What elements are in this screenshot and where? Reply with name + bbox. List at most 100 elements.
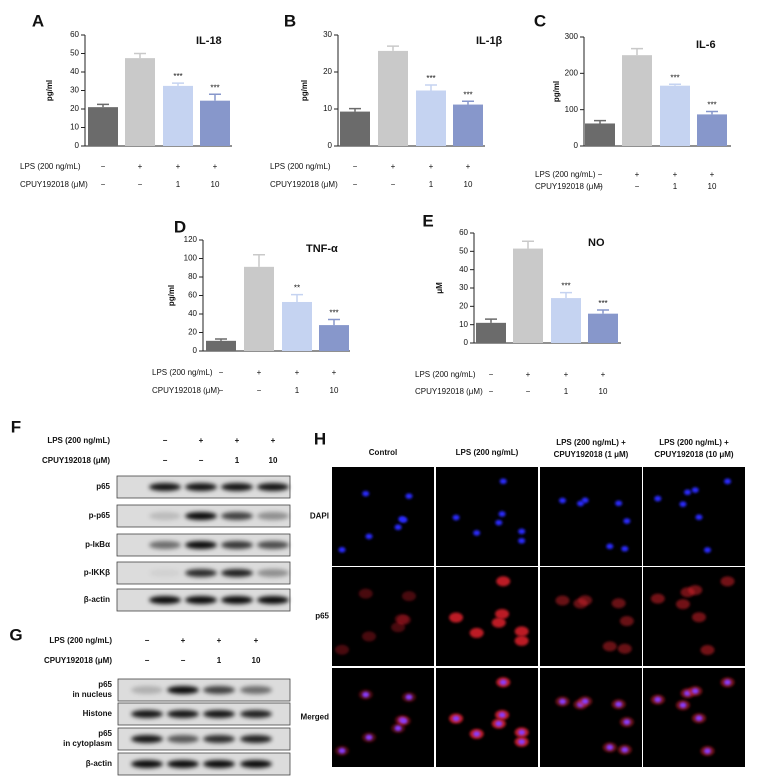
blot-band bbox=[257, 596, 289, 604]
treatment-value: − bbox=[219, 368, 224, 377]
nucleus bbox=[621, 545, 629, 552]
blot-band bbox=[185, 569, 217, 577]
nucleus bbox=[577, 500, 585, 507]
significance: *** bbox=[598, 299, 607, 308]
treatment-value: + bbox=[391, 162, 396, 171]
y-axis-label: pg/ml bbox=[167, 285, 176, 306]
y-axis-label: pg/ml bbox=[300, 80, 309, 101]
treatment-value: − bbox=[199, 456, 204, 465]
nucleus bbox=[623, 719, 631, 725]
error-bar bbox=[594, 119, 606, 124]
treatment-value: 10 bbox=[708, 182, 717, 191]
y-tick-label: 0 bbox=[75, 141, 80, 150]
row-label: p65 bbox=[315, 612, 329, 621]
nucleus bbox=[654, 495, 662, 502]
nucleus bbox=[606, 543, 614, 550]
treatment-value: + bbox=[235, 436, 240, 445]
blot-band bbox=[240, 686, 272, 694]
treatment-value: 1 bbox=[564, 387, 569, 396]
blot-band bbox=[149, 541, 181, 549]
treatment-label: LPS (200 ng/mL) bbox=[47, 436, 110, 445]
nucleus bbox=[623, 518, 631, 524]
y-tick-label: 60 bbox=[459, 228, 468, 237]
error-bar bbox=[669, 83, 681, 86]
blot-band bbox=[203, 735, 235, 743]
blot-band bbox=[167, 760, 199, 768]
bar bbox=[378, 50, 408, 146]
nucleus bbox=[691, 487, 699, 493]
panel-letter: F bbox=[11, 417, 21, 436]
nucleus bbox=[405, 694, 413, 700]
significance: *** bbox=[463, 90, 472, 99]
treatment-value: + bbox=[213, 162, 218, 171]
treatment-label: LPS (200 ng/mL) bbox=[49, 636, 112, 645]
panel-letter: H bbox=[314, 429, 326, 448]
treatment-value: − bbox=[353, 180, 358, 189]
significance: *** bbox=[210, 83, 219, 92]
treatment-label: CPUY192018 (μM) bbox=[415, 387, 483, 396]
blot-band bbox=[131, 710, 163, 718]
micrograph bbox=[332, 668, 434, 767]
blot-label: p65 bbox=[98, 729, 112, 738]
cytoplasm bbox=[700, 645, 715, 656]
treatment-value: − bbox=[181, 656, 186, 665]
nucleus bbox=[362, 691, 370, 698]
treatment-value: − bbox=[526, 387, 531, 396]
treatment-value: + bbox=[217, 636, 222, 645]
nucleus bbox=[473, 530, 481, 536]
blot-band bbox=[221, 569, 253, 577]
bar bbox=[660, 85, 690, 146]
treatment-value: + bbox=[181, 636, 186, 645]
nucleus bbox=[365, 533, 373, 540]
blot-label: p65 bbox=[96, 482, 110, 491]
micrograph bbox=[436, 467, 538, 566]
significance: *** bbox=[173, 72, 182, 81]
treatment-value: − bbox=[145, 656, 150, 665]
nucleus bbox=[695, 715, 703, 721]
blot-band bbox=[221, 541, 253, 549]
treatment-value: − bbox=[163, 436, 168, 445]
panel-letter: A bbox=[32, 11, 44, 30]
nucleus bbox=[691, 688, 699, 694]
blot-band bbox=[149, 569, 181, 577]
treatment-value: + bbox=[257, 368, 262, 377]
column-header: LPS (200 ng/mL) + bbox=[659, 438, 729, 447]
treatment-value: − bbox=[598, 182, 603, 191]
y-tick-label: 0 bbox=[464, 338, 469, 347]
nucleus bbox=[338, 747, 346, 754]
blot-label: p-IκBα bbox=[85, 540, 110, 549]
panel-letter: E bbox=[422, 211, 433, 230]
treatment-value: 10 bbox=[211, 180, 220, 189]
cytoplasm bbox=[514, 635, 529, 646]
blot-band bbox=[131, 760, 163, 768]
blot-band bbox=[257, 569, 289, 577]
treatment-value: 1 bbox=[235, 456, 240, 465]
treatment-value: − bbox=[101, 180, 106, 189]
significance: *** bbox=[670, 73, 679, 82]
significance: *** bbox=[707, 101, 716, 110]
cytoplasm bbox=[491, 617, 506, 628]
treatment-value: + bbox=[271, 436, 276, 445]
cytoplasm bbox=[449, 612, 464, 623]
y-tick-label: 0 bbox=[574, 141, 579, 150]
y-tick-label: 30 bbox=[323, 30, 332, 39]
blot-band bbox=[221, 596, 253, 604]
blot-band bbox=[203, 686, 235, 694]
cytoplasm bbox=[555, 595, 570, 606]
nucleus bbox=[518, 729, 526, 736]
micrograph bbox=[540, 467, 642, 566]
treatment-value: 10 bbox=[269, 456, 278, 465]
nucleus bbox=[695, 514, 703, 520]
bar bbox=[551, 298, 581, 343]
bar bbox=[206, 340, 236, 351]
cytoplasm bbox=[578, 595, 593, 606]
treatment-value: + bbox=[601, 370, 606, 379]
y-tick-label: 40 bbox=[70, 67, 79, 76]
cytoplasm bbox=[650, 593, 665, 604]
nucleus bbox=[452, 514, 460, 521]
treatment-value: + bbox=[526, 370, 531, 379]
y-tick-label: 0 bbox=[193, 346, 198, 355]
error-bar bbox=[172, 82, 184, 86]
y-tick-label: 120 bbox=[184, 235, 198, 244]
